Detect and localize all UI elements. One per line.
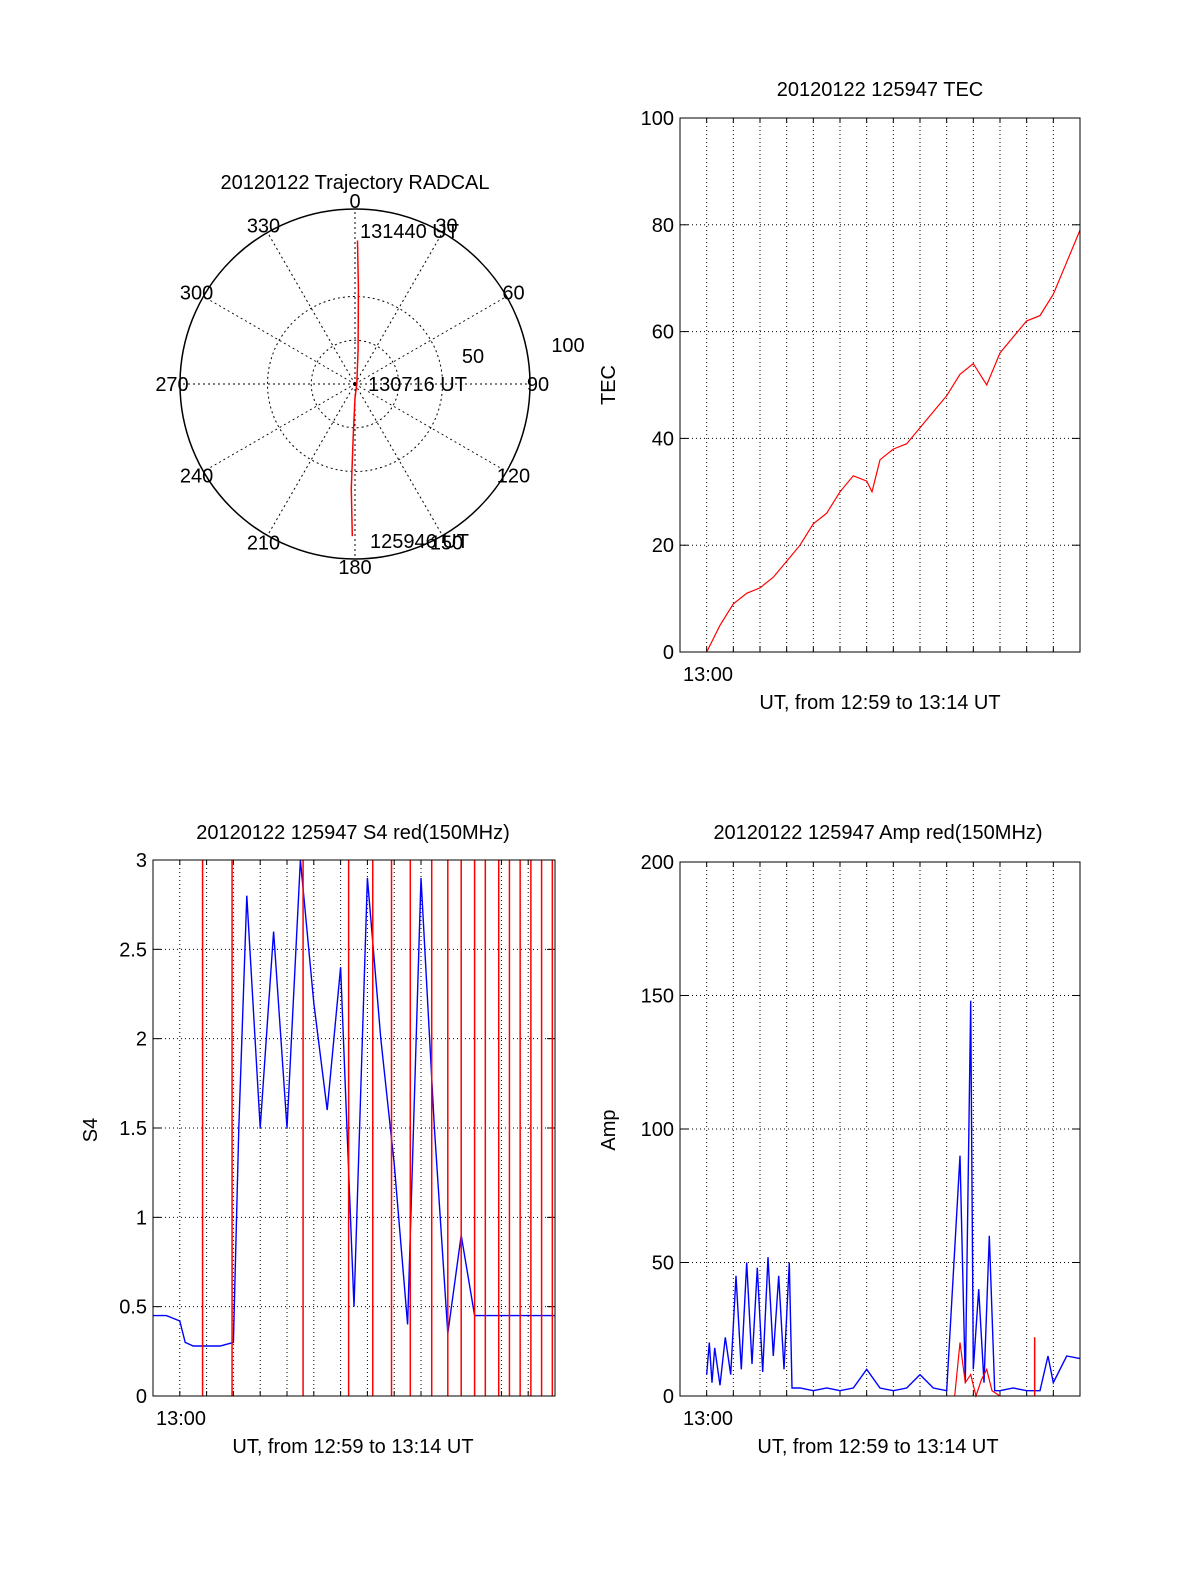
tec-y-axis-label: TEC	[598, 365, 620, 405]
polar-azimuth-ticks: 0 30 60 90 120 150 180 210 240 270 300 330	[155, 191, 549, 579]
polar-azimuth-label: 210	[247, 532, 280, 554]
amp-series-line	[706, 1000, 1081, 1392]
amp-y-tick-label: 100	[641, 1119, 674, 1141]
polar-spoke	[203, 383, 356, 472]
s4-y-tick-label: 2	[136, 1029, 147, 1051]
polar-grid	[179, 208, 531, 560]
polar-outer-circle	[179, 208, 531, 560]
s4-series-line	[153, 859, 555, 1347]
tec-series	[706, 229, 1081, 653]
tec-x-axis-label: UT, from 12:59 to 13:14 UT	[759, 692, 1000, 714]
polar-azimuth-label: 240	[180, 466, 213, 488]
polar-spoke	[267, 232, 356, 385]
s4-y-tick-label: 0.5	[119, 1297, 147, 1319]
amp-plot-frame	[679, 861, 1081, 1397]
polar-annotation-start: 125946 UT	[370, 531, 469, 553]
polar-azimuth-label: 30	[435, 216, 457, 238]
s4-title: 20120122 125947 S4 red(150MHz)	[196, 822, 510, 844]
s4-x-axis-label: UT, from 12:59 to 13:14 UT	[232, 1436, 473, 1458]
tec-y-tick-label: 20	[652, 535, 674, 557]
amp-x-axis-label: UT, from 12:59 to 13:14 UT	[757, 1436, 998, 1458]
polar-radial-label-50: 50	[462, 346, 484, 368]
polar-annotation-end: 131440 UT	[360, 221, 459, 243]
polar-spoke	[354, 232, 443, 385]
polar-spoke	[267, 383, 356, 536]
s4-chart: 20120122 125947 S4 red(150MHz) 0 0.5 1 1.5 2…	[80, 822, 556, 1458]
tec-title: 20120122 125947 TEC	[777, 79, 983, 101]
amp-y-tick-label: 150	[641, 986, 674, 1008]
polar-trajectory	[350, 240, 360, 537]
s4-y-axis-label: S4	[80, 1118, 102, 1142]
amp-y-tick-label: 0	[663, 1386, 674, 1408]
polar-azimuth-label: 0	[349, 191, 360, 213]
s4-y-tick-label: 0	[136, 1386, 147, 1408]
polar-azimuth-label: 60	[502, 283, 524, 305]
tec-y-tick-label: 80	[652, 215, 674, 237]
polar-azimuth-label: 150	[430, 532, 463, 554]
amp-y-tick-label: 200	[641, 852, 674, 874]
polar-azimuth-label: 270	[155, 374, 188, 396]
polar-spoke	[203, 296, 356, 385]
tec-y-tick-label: 100	[641, 108, 674, 130]
s4-y-ticks: 0 0.5 1 1.5 2 2.5 3	[119, 850, 556, 1408]
amp-y-axis-label: Amp	[598, 1109, 620, 1150]
tec-x-tick-label: 13:00	[683, 664, 733, 686]
amp-y-tick-label: 50	[652, 1253, 674, 1275]
polar-title: 20120122 Trajectory RADCAL	[220, 172, 489, 194]
polar-annotation-mid: 130716 UT	[368, 374, 467, 396]
s4-y-tick-label: 1	[136, 1207, 147, 1229]
s4-y-tick-label: 2.5	[119, 939, 147, 961]
polar-azimuth-label: 120	[497, 466, 530, 488]
polar-spoke	[354, 383, 507, 472]
polar-azimuth-label: 330	[247, 216, 280, 238]
s4-series	[153, 859, 555, 1396]
s4-plot-frame	[152, 859, 556, 1397]
polar-spoke	[354, 296, 507, 385]
amp-chart: 20120122 125947 Amp red(150MHz) 0 50 100 15…	[598, 822, 1081, 1458]
tec-grid	[680, 118, 1080, 652]
amp-y-ticks: 0 50 100 150 200	[641, 852, 1081, 1408]
polar-grid-circle	[310, 339, 400, 429]
polar-azimuth-label: 300	[180, 283, 213, 305]
amp-grid	[680, 862, 1080, 1396]
amp-x-tick-label: 13:00	[683, 1408, 733, 1430]
tec-chart: 20120122 125947 TEC 0 20 40 60 80 100 13:00 U…	[598, 79, 1081, 714]
s4-y-tick-label: 3	[136, 850, 147, 872]
polar-trajectory-line	[350, 240, 360, 537]
tec-y-tick-label: 0	[663, 642, 674, 664]
amp-title: 20120122 125947 Amp red(150MHz)	[713, 822, 1042, 844]
polar-chart: 20120122 Trajectory RADCAL 0 30 60 90 120 150…	[155, 172, 584, 579]
polar-grid-circle	[267, 296, 443, 472]
tec-y-tick-label: 40	[652, 428, 674, 450]
tec-plot-frame	[679, 117, 1081, 653]
polar-azimuth-label: 90	[527, 374, 549, 396]
polar-spoke	[354, 383, 443, 536]
tec-y-ticks: 0 20 40 60 80 100	[641, 108, 1081, 664]
tec-y-tick-label: 60	[652, 322, 674, 344]
polar-azimuth-label: 180	[338, 557, 371, 579]
s4-x-tick-label: 13:00	[156, 1408, 206, 1430]
polar-radial-label-100: 100	[551, 335, 584, 357]
s4-y-tick-label: 1.5	[119, 1118, 147, 1140]
tec-series-line	[706, 229, 1081, 653]
